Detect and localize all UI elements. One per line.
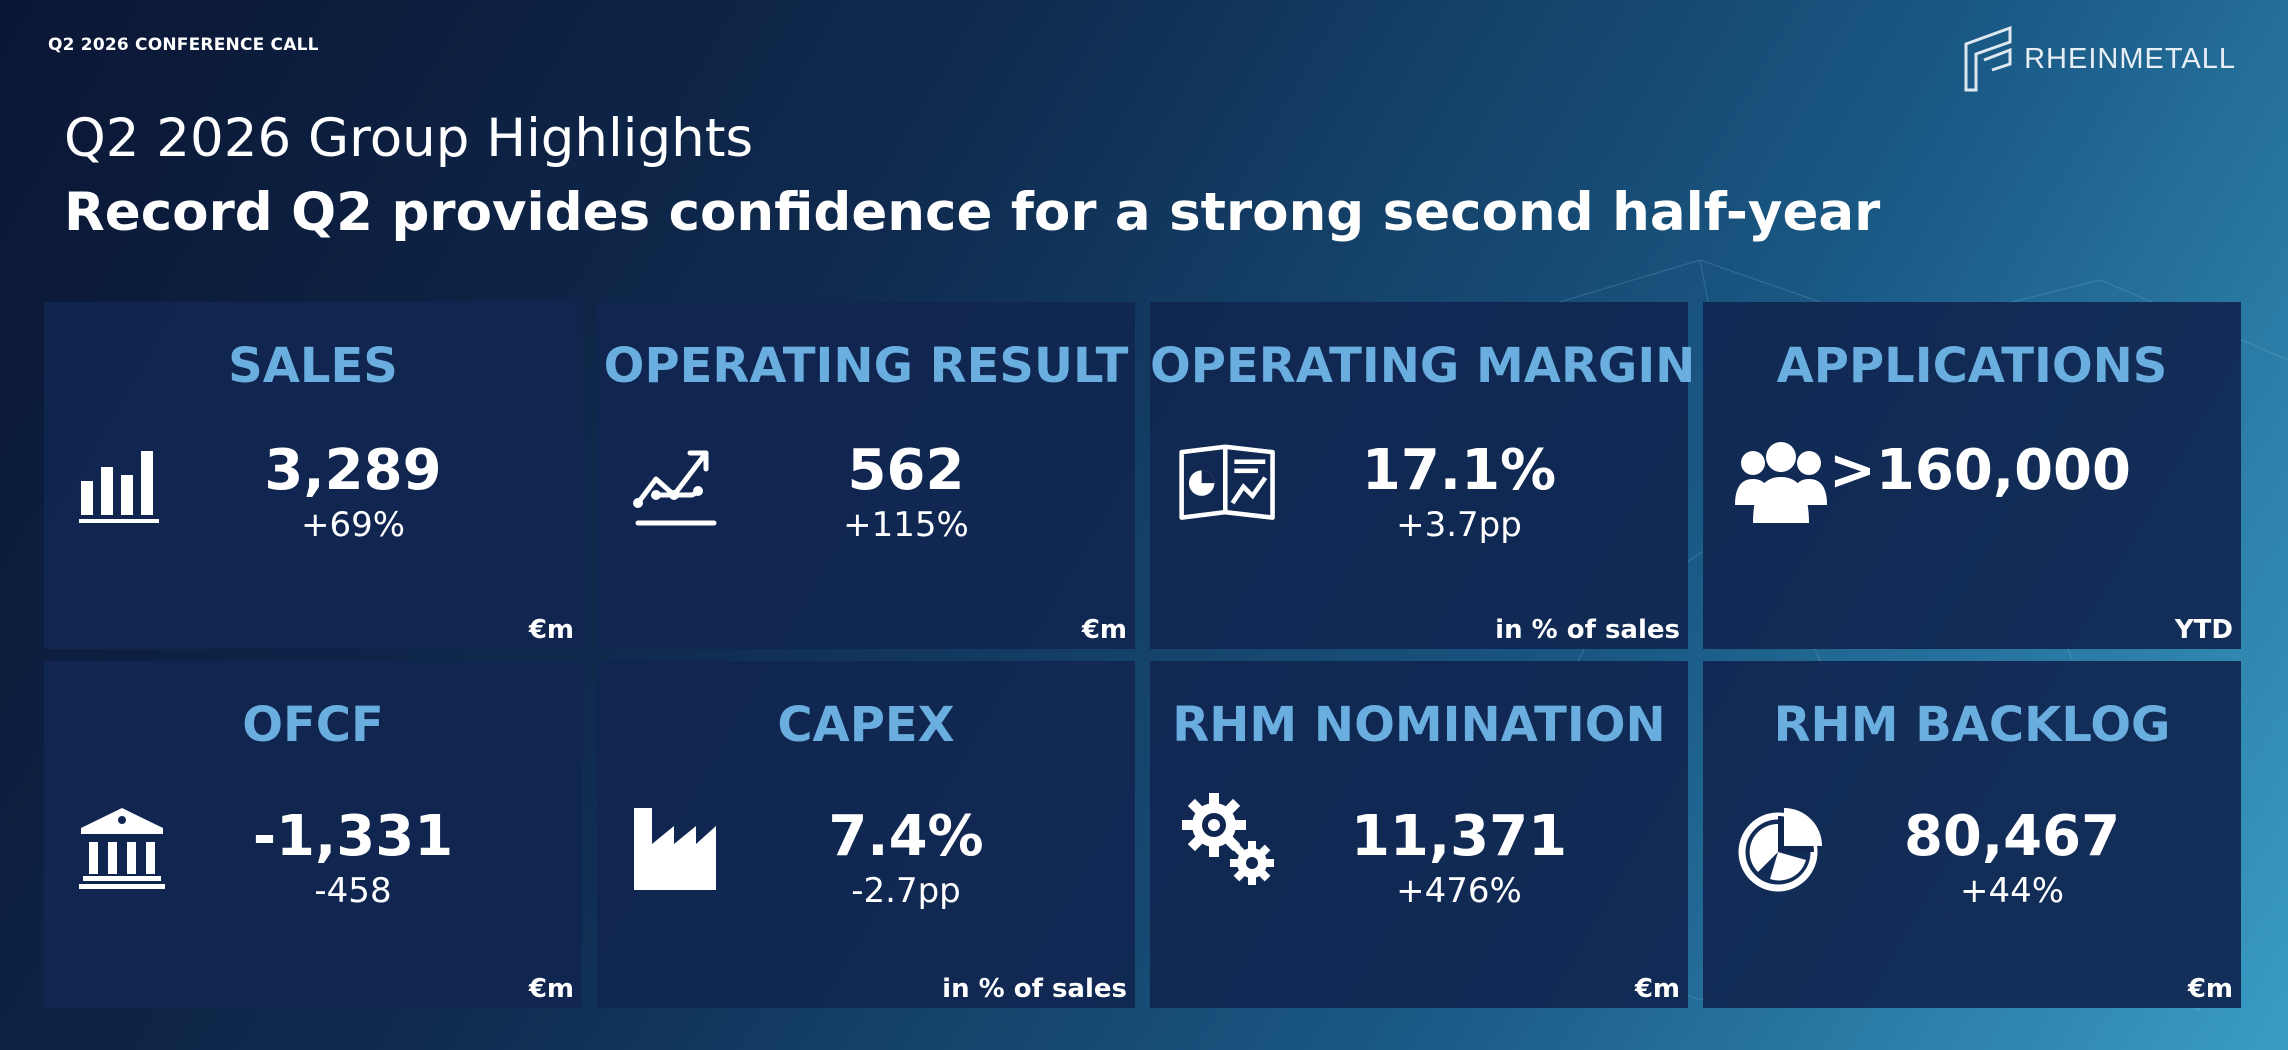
kpi-change: +44%	[1959, 871, 2065, 911]
company-logo: RHEINMETALL	[1962, 24, 2236, 94]
gears-icon	[1178, 789, 1278, 889]
kpi-value: 3,289	[264, 438, 442, 503]
kpi-value: 11,371	[1350, 804, 1568, 869]
kpi-card-operating-result: OPERATING RESULT 562 +115%	[597, 302, 1135, 649]
trend-line-icon	[625, 434, 725, 534]
kpi-unit: €m	[528, 974, 574, 1004]
kpi-values: 562 +115%	[737, 437, 1075, 545]
kpi-card-capex: CAPEX 7.4% -2.7pp in % of sales	[597, 661, 1135, 1008]
kpi-unit: YTD	[2174, 615, 2233, 645]
kpi-change: +476%	[1396, 871, 1522, 911]
pie-chart-icon	[1731, 799, 1831, 899]
kpi-values: 11,371 +476%	[1290, 803, 1628, 911]
kpi-change: +69%	[300, 505, 406, 545]
page-title: Q2 2026 Group Highlights	[64, 108, 754, 169]
kpi-values: 80,467 +44%	[1843, 803, 2181, 911]
kpi-values: >160,000	[1813, 437, 2181, 505]
kpi-title: OPERATING RESULT	[603, 338, 1129, 394]
conference-call-label: Q2 2026 CONFERENCE CALL	[48, 35, 319, 55]
logo-text: RHEINMETALL	[2024, 42, 2236, 75]
kpi-value: 80,467	[1903, 804, 2121, 869]
kpi-title: OFCF	[242, 697, 384, 753]
kpi-unit: €m	[2187, 974, 2233, 1004]
page-subtitle: Record Q2 provides confidence for a stro…	[64, 182, 1881, 243]
kpi-title: OPERATING MARGIN	[1150, 338, 1696, 394]
bar-chart-icon	[72, 434, 172, 534]
factory-icon	[625, 799, 725, 899]
kpi-unit: €m	[528, 615, 574, 645]
kpi-title: SALES	[228, 338, 398, 394]
kpi-title: APPLICATIONS	[1776, 338, 2168, 394]
logo-mark-icon	[1964, 25, 2012, 92]
kpi-change: -458	[314, 871, 392, 911]
report-icon	[1178, 434, 1278, 534]
kpi-grid: SALES 3,289 +69% €m OPERATING RESULT	[44, 302, 2242, 1008]
kpi-change: +115%	[843, 505, 969, 545]
kpi-value: 17.1%	[1361, 438, 1557, 503]
kpi-title: CAPEX	[777, 697, 955, 753]
kpi-value: -1,331	[252, 804, 454, 869]
kpi-values: -1,331 -458	[184, 803, 522, 911]
kpi-value: >160,000	[1829, 438, 2131, 503]
kpi-card-sales: SALES 3,289 +69% €m	[44, 302, 582, 649]
people-icon	[1731, 434, 1831, 534]
kpi-title: RHM BACKLOG	[1773, 697, 2171, 753]
kpi-values: 7.4% -2.7pp	[737, 803, 1075, 911]
kpi-title: RHM NOMINATION	[1172, 697, 1666, 753]
kpi-card-applications: APPLICATIONS >160,000 YTD	[1703, 302, 2241, 649]
kpi-card-rhm-nomination: RHM NOMINATION	[1150, 661, 1688, 1008]
kpi-values: 17.1% +3.7pp	[1290, 437, 1628, 545]
kpi-card-operating-margin: OPERATING MARGIN 17.1% +3.7pp in % of sa…	[1150, 302, 1696, 649]
kpi-card-ofcf: OFCF -1,331 -458 €m	[44, 661, 582, 1008]
kpi-unit: €m	[1634, 974, 1680, 1004]
kpi-change: -2.7pp	[851, 871, 961, 911]
kpi-unit: in % of sales	[1495, 615, 1680, 645]
bank-icon	[72, 799, 172, 899]
kpi-unit: €m	[1081, 615, 1127, 645]
kpi-values: 3,289 +69%	[184, 437, 522, 545]
kpi-change: +3.7pp	[1396, 505, 1522, 545]
kpi-card-rhm-backlog: RHM BACKLOG 80,467 +44% €m	[1703, 661, 2241, 1008]
kpi-unit: in % of sales	[942, 974, 1127, 1004]
kpi-value: 562	[847, 438, 965, 503]
kpi-value: 7.4%	[828, 804, 984, 869]
